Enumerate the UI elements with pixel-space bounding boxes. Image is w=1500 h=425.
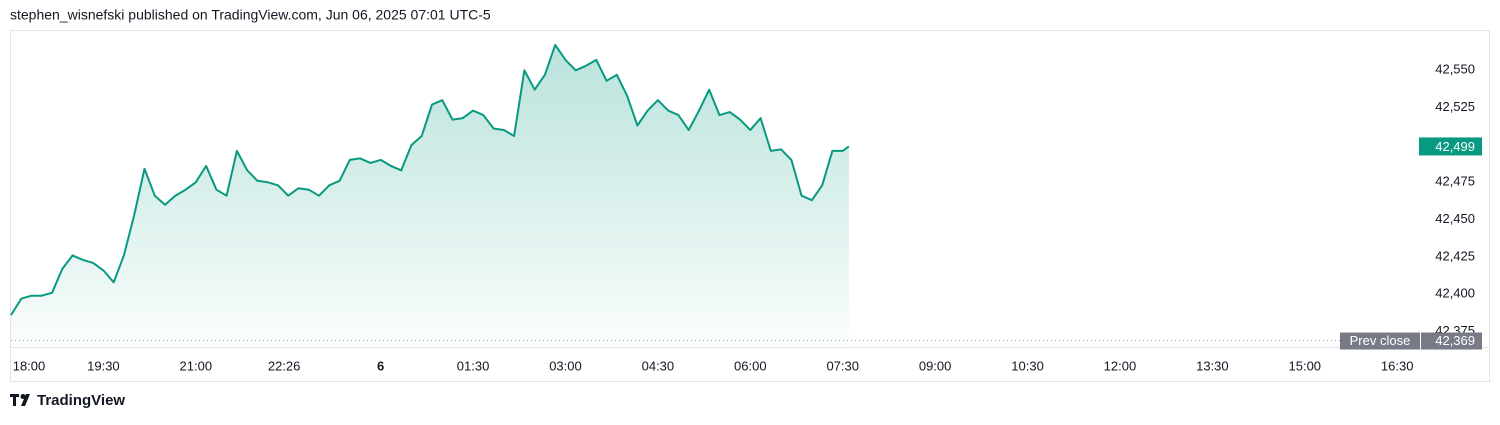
- brand-logo: [10, 394, 30, 406]
- x-tick-label: 09:00: [919, 358, 952, 373]
- x-tick-label: 12:00: [1104, 358, 1137, 373]
- y-tick-label: 42,425: [1435, 248, 1475, 263]
- y-tick-label: 42,525: [1435, 99, 1475, 114]
- x-tick-label: 06:00: [734, 358, 767, 373]
- x-tick-label: 01:30: [457, 358, 490, 373]
- chart-frame: [10, 30, 1490, 382]
- last-price-tag: [1419, 137, 1482, 156]
- x-tick-label: 19:30: [87, 358, 120, 373]
- x-tick-label: 22:26: [268, 358, 301, 373]
- last-price-label: 42,499: [1435, 139, 1475, 154]
- y-tick-label: 42,450: [1435, 211, 1475, 226]
- prev-close-tag: [1340, 332, 1420, 350]
- prev-close-value: 42,369: [1435, 333, 1475, 348]
- header: stephen_wisnefski published on TradingVi…: [10, 7, 491, 23]
- plot: 42,37542,40042,42542,45042,47542,52542,5…: [10, 43, 1482, 373]
- area-fill: [11, 44, 849, 346]
- x-tick-label: 18:00: [13, 358, 46, 373]
- y-tick-label: 42,400: [1435, 286, 1475, 301]
- prev-close-name: Prev close: [1350, 333, 1411, 348]
- price-line: [10, 43, 850, 316]
- y-tick-label: 42,550: [1435, 62, 1475, 77]
- x-tick-label: 07:30: [826, 358, 859, 373]
- y-tick-label: 42,475: [1435, 174, 1475, 189]
- x-tick-label: 10:30: [1011, 358, 1044, 373]
- x-tick-label: 16:30: [1381, 358, 1414, 373]
- x-tick-label: 15:00: [1289, 358, 1322, 373]
- x-tick-label: 04:30: [642, 358, 675, 373]
- prev-close-value-tag: [1421, 332, 1482, 350]
- x-tick-label: 13:30: [1196, 358, 1229, 373]
- x-tick-label: 03:00: [549, 358, 582, 373]
- x-tick-label: 21:00: [180, 358, 213, 373]
- x-tick-label: 6: [377, 358, 384, 373]
- brand: TradingView: [37, 392, 125, 409]
